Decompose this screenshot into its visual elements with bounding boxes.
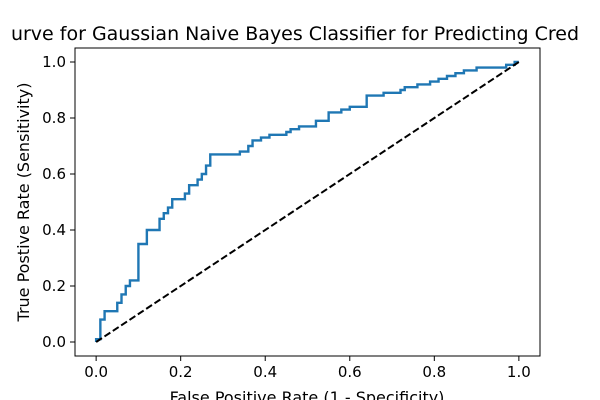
y-axis-label: True Postive Rate (Sensitivity) (14, 83, 33, 323)
x-tick-label: 0.8 (422, 363, 446, 381)
x-tick-label: 0.6 (338, 363, 362, 381)
x-tick-label: 0.2 (169, 363, 193, 381)
chance-diagonal-line (95, 61, 520, 343)
x-tick-label: 0.4 (253, 363, 277, 381)
x-axis: 0.0 0.2 0.4 0.6 0.8 1.0 (84, 356, 531, 381)
x-tick-label: 1.0 (507, 363, 531, 381)
y-tick-label: 0.8 (42, 109, 66, 127)
y-axis: 0.0 0.2 0.4 0.6 0.8 1.0 (42, 53, 75, 351)
chart-title: urve for Gaussian Naive Bayes Classifier… (11, 23, 579, 45)
x-tick-label: 0.0 (84, 363, 108, 381)
plot-frame (74, 47, 541, 357)
y-tick-label: 0.6 (42, 165, 66, 183)
y-tick-label: 0.2 (42, 277, 66, 295)
plot-area (74, 47, 541, 357)
x-axis-label: False Positive Rate (1 - Specificity) (170, 388, 445, 400)
y-tick-label: 0.4 (42, 221, 66, 239)
roc-curve-line (94, 60, 519, 342)
y-tick-label: 1.0 (42, 53, 66, 71)
series-layer (94, 60, 520, 343)
y-tick-label: 0.0 (42, 333, 66, 351)
